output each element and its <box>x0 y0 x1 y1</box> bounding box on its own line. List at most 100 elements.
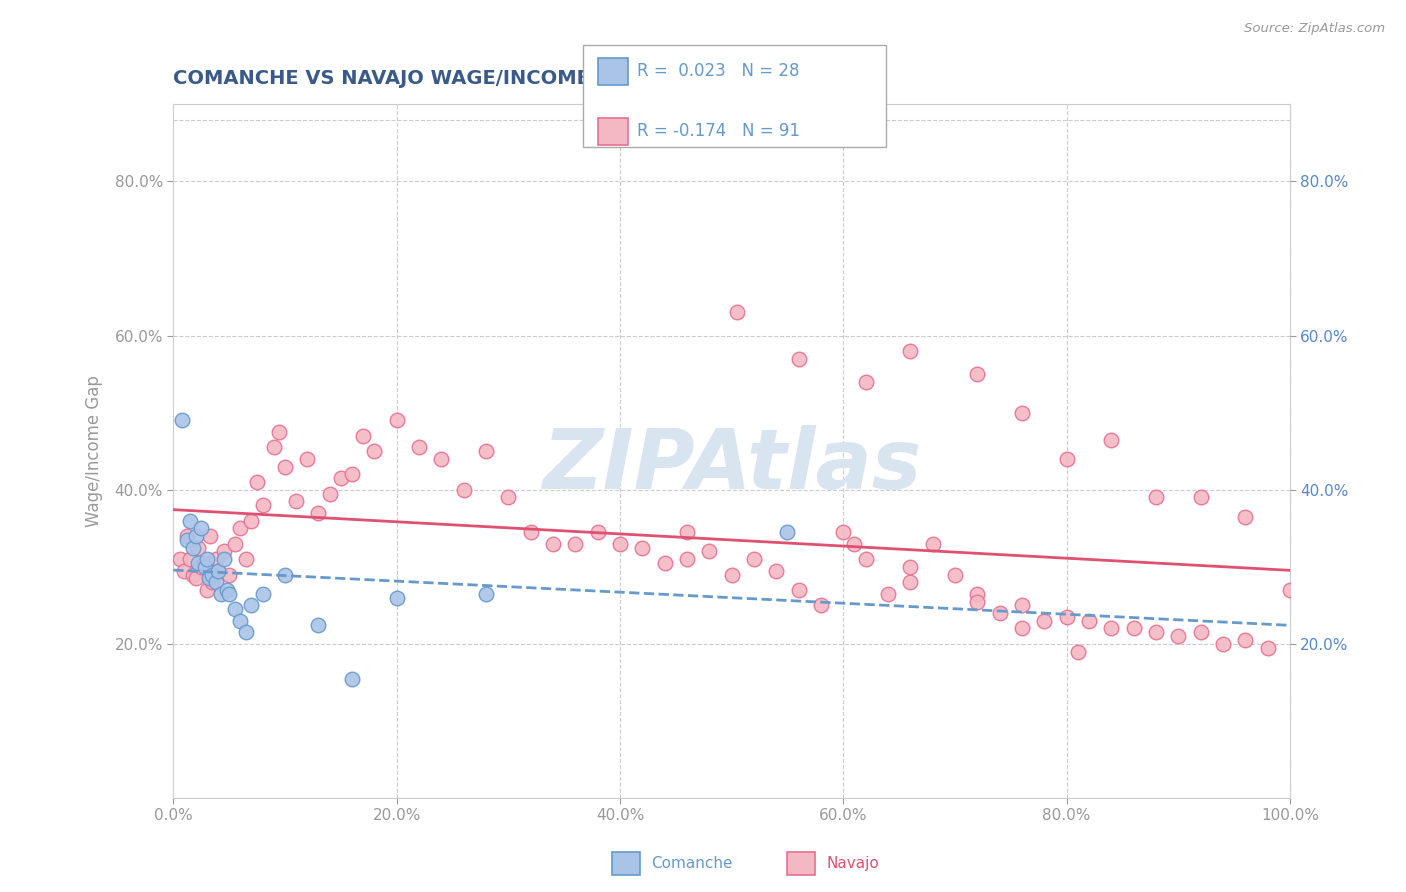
Point <box>263 441 285 455</box>
Point <box>184 529 207 543</box>
Y-axis label: Wage/Income Gap: Wage/Income Gap <box>86 376 103 527</box>
Point <box>877 587 900 601</box>
Point <box>224 537 246 551</box>
Point <box>1212 637 1234 651</box>
Point <box>943 567 966 582</box>
Point <box>308 617 330 632</box>
Point <box>229 521 252 535</box>
Text: R =  0.023   N = 28: R = 0.023 N = 28 <box>637 62 800 80</box>
Point <box>1099 622 1122 636</box>
Point <box>224 602 246 616</box>
Text: Source: ZipAtlas.com: Source: ZipAtlas.com <box>1244 22 1385 36</box>
Point <box>988 606 1011 620</box>
Point <box>725 305 748 319</box>
Point <box>194 559 217 574</box>
Point <box>190 559 212 574</box>
Point <box>765 564 787 578</box>
Point <box>1077 614 1099 628</box>
Point <box>176 533 198 547</box>
Point <box>564 537 586 551</box>
Point <box>1189 625 1212 640</box>
Point <box>898 559 921 574</box>
Point <box>190 521 212 535</box>
Point <box>212 544 235 558</box>
Point <box>363 444 385 458</box>
Point <box>776 525 799 540</box>
Point <box>218 587 240 601</box>
Point <box>229 614 252 628</box>
Point <box>787 351 810 366</box>
Point <box>844 537 866 551</box>
Point <box>1122 622 1144 636</box>
Point <box>240 514 263 528</box>
Point <box>453 483 475 497</box>
Point <box>697 544 720 558</box>
Point <box>855 375 877 389</box>
Point <box>207 564 229 578</box>
Point <box>654 556 676 570</box>
Point <box>609 537 631 551</box>
Point <box>173 564 195 578</box>
Point <box>921 537 943 551</box>
Point <box>1033 614 1056 628</box>
Text: COMANCHE VS NAVAJO WAGE/INCOME GAP CORRELATION CHART: COMANCHE VS NAVAJO WAGE/INCOME GAP CORRE… <box>173 69 883 87</box>
Point <box>1167 629 1189 643</box>
Point <box>179 552 201 566</box>
Point <box>235 552 257 566</box>
Point <box>308 506 330 520</box>
Point <box>408 441 430 455</box>
Point <box>1067 645 1090 659</box>
Point <box>519 525 541 540</box>
Point <box>252 498 274 512</box>
Point <box>198 571 221 585</box>
Point <box>898 575 921 590</box>
Point <box>1011 622 1033 636</box>
Point <box>1056 610 1078 624</box>
Point <box>235 625 257 640</box>
Point <box>269 425 291 439</box>
Point <box>285 494 308 508</box>
Point <box>194 556 217 570</box>
Point <box>498 491 520 505</box>
Point <box>720 567 742 582</box>
Point <box>1189 491 1212 505</box>
Point <box>1011 599 1033 613</box>
Point <box>832 525 855 540</box>
Point <box>352 429 374 443</box>
Point <box>340 672 363 686</box>
Point <box>966 367 988 381</box>
Point <box>631 541 654 555</box>
Text: Navajo: Navajo <box>827 856 880 871</box>
Point <box>1234 633 1257 648</box>
Point <box>1278 582 1301 597</box>
Point <box>209 587 232 601</box>
Point <box>179 514 201 528</box>
Point <box>176 529 198 543</box>
Point <box>742 552 765 566</box>
Point <box>207 564 229 578</box>
Text: ZIPAtlas: ZIPAtlas <box>541 425 921 506</box>
Point <box>586 525 609 540</box>
Point <box>855 552 877 566</box>
Point <box>183 541 205 555</box>
Point <box>676 525 699 540</box>
Point <box>195 582 218 597</box>
Point <box>215 582 238 597</box>
Point <box>1234 509 1257 524</box>
Point <box>318 486 340 500</box>
Point <box>810 599 832 613</box>
Point <box>898 344 921 359</box>
Point <box>195 552 218 566</box>
Point <box>1099 433 1122 447</box>
Point <box>676 552 699 566</box>
Point <box>430 451 453 466</box>
Point <box>966 587 988 601</box>
Point <box>329 471 352 485</box>
Point <box>385 413 408 427</box>
Point <box>252 587 274 601</box>
Point <box>541 537 564 551</box>
Point <box>204 552 226 566</box>
Point <box>966 594 988 608</box>
Point <box>1056 451 1078 466</box>
Point <box>246 475 269 489</box>
